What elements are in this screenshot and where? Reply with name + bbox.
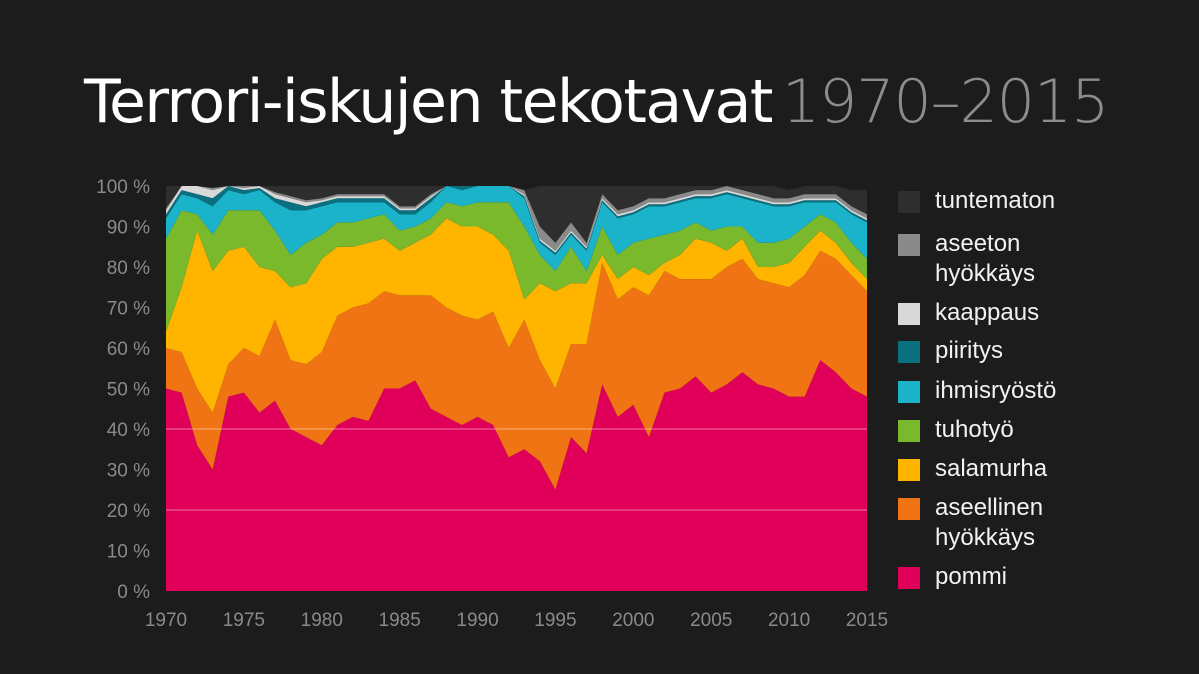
legend-item-tuhotyo: tuhotyö xyxy=(898,415,1014,445)
x-tick-label: 2015 xyxy=(846,610,888,631)
y-tick-label: 80 % xyxy=(107,258,150,279)
legend-item-piiritys: piiritys xyxy=(898,336,1003,366)
legend-swatch xyxy=(898,459,920,481)
legend-label: tuntematon xyxy=(935,186,1055,216)
legend-label: kaappaus xyxy=(935,298,1039,328)
legend-swatch xyxy=(898,191,920,213)
x-tick-label: 1985 xyxy=(379,610,421,631)
y-tick-label: 60 % xyxy=(107,339,150,360)
y-tick-label: 20 % xyxy=(107,501,150,522)
legend-label: ihmisryöstö xyxy=(935,376,1056,406)
legend-label: piiritys xyxy=(935,336,1003,366)
x-tick-label: 1980 xyxy=(301,610,343,631)
legend-swatch xyxy=(898,234,920,256)
legend-label: tuhotyö xyxy=(935,415,1014,445)
area-layers xyxy=(166,186,867,591)
legend-swatch xyxy=(898,567,920,589)
y-tick-label: 90 % xyxy=(107,218,150,239)
y-tick-label: 100 % xyxy=(96,177,150,198)
legend-item-tuntematon: tuntematon xyxy=(898,186,1055,216)
y-tick-label: 70 % xyxy=(107,299,150,320)
legend-label: pommi xyxy=(935,562,1007,592)
legend-item-pommi: pommi xyxy=(898,562,1007,592)
legend-item-ihmisryosto: ihmisryöstö xyxy=(898,376,1056,406)
x-tick-label: 1995 xyxy=(534,610,576,631)
legend-swatch xyxy=(898,420,920,442)
legend-item-aseeton: aseeton hyökkäys xyxy=(898,229,1035,289)
y-tick-label: 50 % xyxy=(107,380,150,401)
x-tick-label: 2010 xyxy=(768,610,810,631)
legend-swatch xyxy=(898,303,920,325)
legend-swatch xyxy=(898,498,920,520)
legend-label: salamurha xyxy=(935,454,1047,484)
x-tick-label: 2005 xyxy=(690,610,732,631)
legend-item-kaappaus: kaappaus xyxy=(898,298,1039,328)
legend-label: aseellinen hyökkäys xyxy=(935,493,1043,553)
y-tick-label: 40 % xyxy=(107,420,150,441)
legend-item-salamurha: salamurha xyxy=(898,454,1047,484)
y-tick-label: 10 % xyxy=(107,542,150,563)
legend-swatch xyxy=(898,341,920,363)
x-tick-label: 2000 xyxy=(612,610,654,631)
x-tick-label: 1970 xyxy=(145,610,187,631)
legend-label: aseeton hyökkäys xyxy=(935,229,1035,289)
x-tick-label: 1975 xyxy=(223,610,265,631)
y-tick-label: 0 % xyxy=(117,582,150,603)
legend-swatch xyxy=(898,381,920,403)
legend-item-aseellinen: aseellinen hyökkäys xyxy=(898,493,1043,553)
y-tick-label: 30 % xyxy=(107,461,150,482)
x-tick-label: 1990 xyxy=(456,610,498,631)
